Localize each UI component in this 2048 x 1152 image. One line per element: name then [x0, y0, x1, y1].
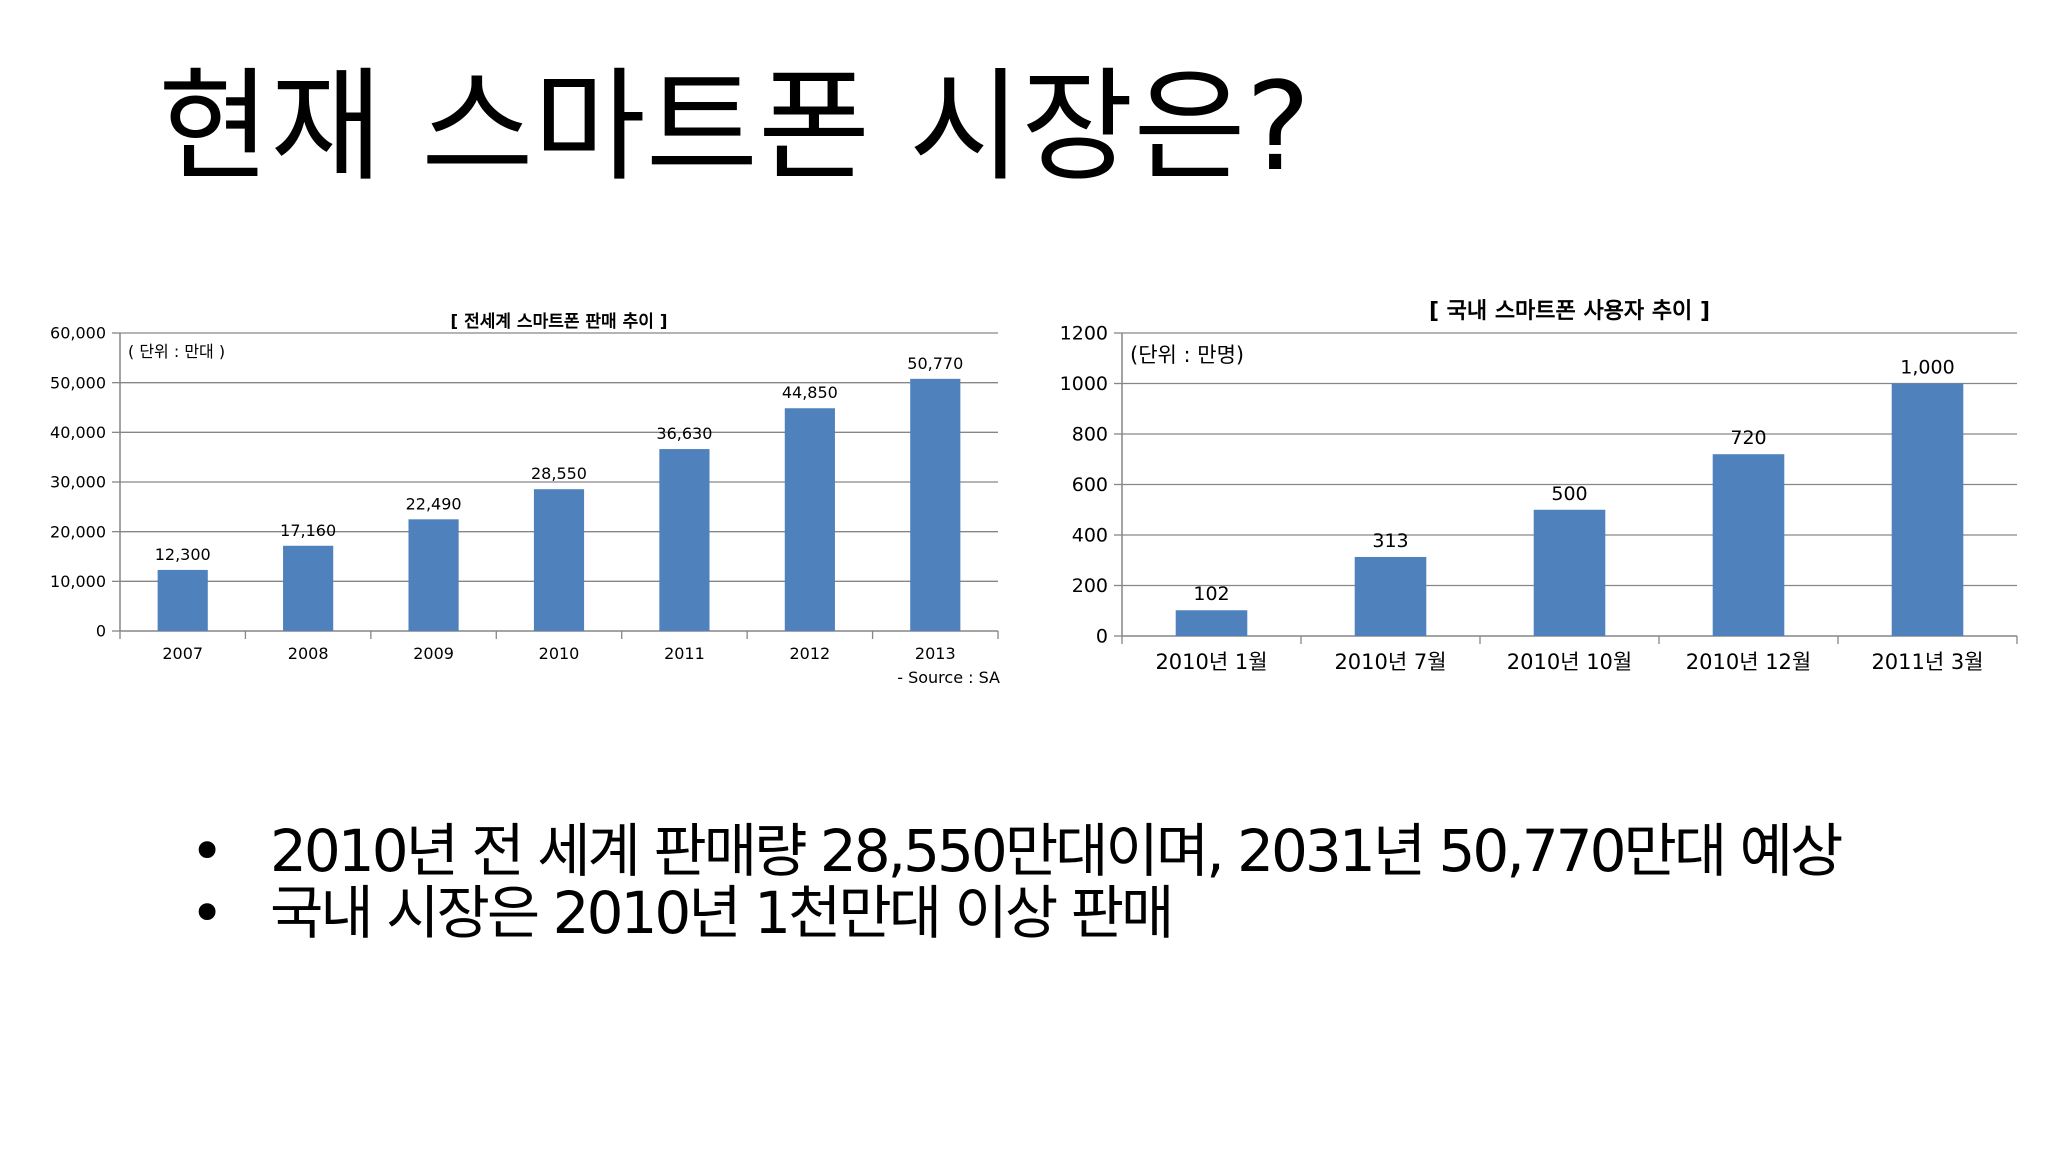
bar	[283, 545, 334, 631]
bar	[784, 408, 835, 631]
source-note: - Source : SA	[897, 668, 1000, 687]
bar	[1354, 556, 1427, 636]
y-tick-label: 0	[96, 622, 106, 641]
y-tick-label: 600	[1072, 474, 1108, 496]
y-tick-label: 20,000	[50, 522, 106, 541]
bar	[1712, 454, 1785, 636]
x-tick-label: 2010년 7월	[1334, 650, 1446, 674]
y-tick-label: 200	[1072, 575, 1108, 597]
x-tick-label: 2011	[664, 644, 705, 663]
bar	[408, 519, 459, 631]
data-label: 720	[1730, 427, 1766, 449]
bar	[157, 569, 208, 631]
y-tick-label: 1000	[1060, 373, 1108, 395]
y-tick-label: 800	[1072, 424, 1108, 446]
y-tick-label: 10,000	[50, 572, 106, 591]
y-tick-label: 60,000	[50, 324, 106, 343]
data-label: 12,300	[155, 545, 211, 564]
unit-note: (단위 : 만명)	[1130, 343, 1244, 367]
bar	[1175, 610, 1248, 636]
y-tick-label: 50,000	[50, 373, 106, 392]
data-label: 313	[1372, 530, 1408, 552]
x-tick-label: 2009	[413, 644, 454, 663]
unit-note: ( 단위 : 만대 )	[128, 342, 225, 361]
x-tick-label: 2012	[789, 644, 830, 663]
x-tick-label: 2008	[288, 644, 329, 663]
x-tick-label: 2010년 10월	[1507, 650, 1632, 674]
data-label: 17,160	[280, 521, 336, 540]
y-tick-label: 40,000	[50, 423, 106, 442]
data-label: 102	[1193, 583, 1229, 605]
x-tick-label: 2007	[162, 644, 203, 663]
data-label: 1,000	[1900, 357, 1954, 379]
bullet-item: • 국내 시장은 2010년 1천만대 이상 판매	[190, 882, 1840, 944]
bullet-dot: •	[190, 817, 225, 885]
bullet-list: • 2010년 전 세계 판매량 28,550만대이며, 2031년 50,77…	[190, 817, 1843, 944]
data-label: 500	[1551, 483, 1587, 505]
chart-title: [ 국내 스마트폰 사용자 추이 ]	[1429, 299, 1710, 324]
bullet-dot: •	[190, 879, 225, 947]
bullet-text: 2010년 전 세계 판매량 28,550만대이며, 2031년 50,770만…	[270, 817, 1843, 885]
data-label: 36,630	[656, 424, 712, 443]
bar	[1533, 509, 1606, 636]
y-tick-label: 400	[1072, 525, 1108, 547]
y-tick-label: 30,000	[50, 473, 106, 492]
x-tick-label: 2010년 1월	[1155, 650, 1267, 674]
page-title: 현재 스마트폰 시장은?	[158, 56, 1311, 198]
x-tick-label: 2011년 3월	[1871, 650, 1983, 674]
chart-title: [ 전세계 스마트폰 판매 추이 ]	[450, 312, 667, 332]
y-tick-label: 0	[1096, 626, 1108, 648]
x-tick-label: 2010년 12월	[1686, 650, 1811, 674]
data-label: 22,490	[406, 494, 462, 513]
data-label: 44,850	[782, 383, 838, 402]
data-label: 28,550	[531, 464, 587, 483]
bar	[1891, 383, 1964, 636]
y-tick-label: 1200	[1060, 323, 1108, 345]
data-label: 50,770	[907, 354, 963, 373]
bar	[910, 378, 961, 631]
x-tick-label: 2013	[915, 644, 956, 663]
x-tick-label: 2010	[539, 644, 580, 663]
bar	[659, 449, 710, 631]
bullet-item: • 2010년 전 세계 판매량 28,550만대이며, 2031년 50,77…	[190, 817, 1843, 885]
bar	[533, 489, 585, 631]
bullet-text: 국내 시장은 2010년 1천만대 이상 판매	[270, 879, 1174, 947]
